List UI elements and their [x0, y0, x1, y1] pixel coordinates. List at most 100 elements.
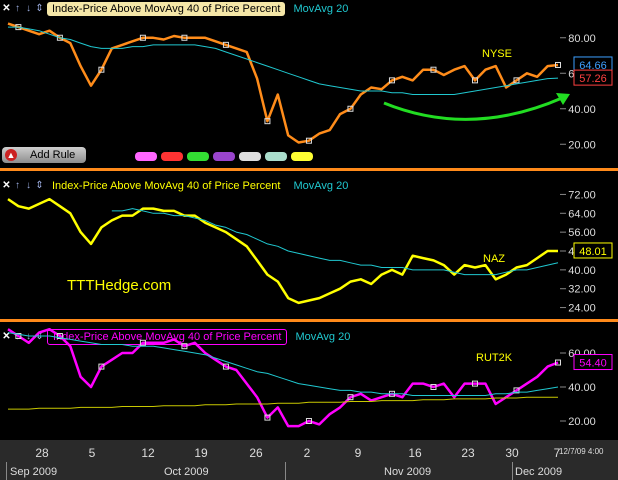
data-point-marker: [513, 77, 520, 84]
arrow-up-icon[interactable]: ↑: [15, 180, 20, 191]
x-tick-label: 16: [408, 446, 422, 460]
x-month-label: Sep 2009: [10, 466, 58, 478]
data-point-marker: [264, 118, 271, 125]
data-point-marker: [98, 363, 105, 370]
y-tick-label: 24.00: [568, 303, 596, 315]
data-point-marker: [305, 418, 312, 424]
last-value-label: 48.01: [579, 246, 607, 258]
y-tick-label: 56.00: [568, 227, 596, 239]
close-icon[interactable]: ✕: [2, 331, 11, 342]
data-point-marker: [513, 387, 520, 394]
color-swatch[interactable]: [265, 152, 287, 161]
x-tick-label: 9: [354, 446, 362, 460]
x-month-label: Nov 2009: [384, 466, 432, 478]
moving-average-line: [7, 332, 559, 396]
symbol-label: NYSE: [482, 48, 512, 60]
close-icon[interactable]: ✕: [2, 180, 11, 191]
data-point-marker: [471, 77, 478, 84]
data-point-marker: [430, 66, 437, 73]
rut2k-series-line: [7, 327, 559, 428]
y-tick-label: 80.00: [568, 33, 596, 45]
add-rule-button[interactable]: ▲ Add Rule: [2, 147, 86, 163]
arrow-up-icon[interactable]: ↑: [15, 3, 20, 14]
x-axis: [0, 440, 618, 480]
x-tick-label: 26: [249, 446, 263, 460]
y-tick-label: 40.00: [568, 265, 596, 277]
y-tick-label: 40.00: [568, 104, 596, 116]
add-rule-label: Add Rule: [30, 149, 76, 161]
data-point-marker: [388, 77, 395, 84]
arrow-down-icon[interactable]: ↓: [26, 3, 31, 14]
panel-divider[interactable]: [0, 168, 618, 171]
ma-value-label-box: [573, 69, 613, 86]
last-value-label: 54.40: [579, 358, 607, 370]
panel-divider[interactable]: [0, 319, 618, 322]
trend-arrow: [383, 96, 563, 121]
moving-average-label: MovAvg 20: [293, 179, 349, 192]
data-point-marker: [347, 105, 354, 112]
data-point-marker: [555, 359, 561, 366]
data-point-marker: [222, 363, 229, 370]
data-point-marker: [139, 339, 146, 346]
panel-naz-header: ✕ ↑ ↓ ⇕ Index-Price Above MovAvg 40 of P…: [0, 177, 348, 194]
data-point-marker: [181, 34, 188, 41]
y-tick-label: 40.00: [568, 382, 596, 394]
x-month-label: Dec 2009: [515, 466, 563, 478]
y-tick-label: 20.00: [568, 139, 596, 151]
panel-rut2k-header: ✕ ↑ ↓ ⇕ Index-Price Above MovAvg 40 of P…: [0, 328, 350, 345]
moving-average-line: [111, 208, 559, 276]
x-tick-label: 23: [461, 446, 475, 460]
last-value-label: 64.66: [579, 60, 607, 72]
x-tick-label: 19: [194, 446, 208, 460]
expand-icon[interactable]: ⇕: [35, 3, 44, 14]
add-rule-icon: ▲: [5, 149, 17, 161]
panel-nyse: ✕ ↑ ↓ ⇕ Index-Price Above MovAvg 40 of P…: [0, 0, 618, 168]
month-divider: [285, 462, 286, 480]
timestamp: 12/7/09 4:00: [559, 447, 604, 456]
color-swatch[interactable]: [135, 152, 157, 161]
x-tick-label: 7: [553, 446, 561, 460]
close-icon[interactable]: ✕: [2, 3, 11, 14]
x-month-label: Oct 2009: [164, 466, 209, 478]
y-tick-label: 64.00: [568, 208, 596, 220]
symbol-label: RUT2K: [476, 352, 513, 364]
data-point-marker: [305, 137, 312, 144]
month-divider: [6, 462, 7, 480]
panel-rut2k: ✕ ↑ ↓ ⇕ Index-Price Above MovAvg 40 of P…: [0, 322, 618, 440]
color-swatch[interactable]: [291, 152, 313, 161]
data-point-marker: [222, 41, 229, 48]
color-swatch[interactable]: [239, 152, 261, 161]
color-swatch[interactable]: [187, 152, 209, 161]
moving-average-label: MovAvg 20: [293, 2, 349, 15]
long-average-line: [8, 396, 558, 410]
data-point-marker: [471, 380, 478, 387]
indicator-label[interactable]: Index-Price Above MovAvg 40 of Price Per…: [52, 179, 281, 192]
indicator-label[interactable]: Index-Price Above MovAvg 40 of Price Per…: [47, 1, 286, 16]
x-tick-label: 12: [141, 446, 155, 460]
data-point-marker: [98, 66, 105, 73]
x-tick-label: 2: [303, 446, 311, 460]
last-value-label-box: [573, 242, 613, 259]
symbol-label: NAZ: [483, 253, 505, 265]
y-tick-label: 32.00: [568, 284, 596, 296]
expand-icon[interactable]: ⇕: [35, 180, 44, 191]
arrow-down-icon[interactable]: ↓: [26, 331, 31, 342]
data-point-marker: [555, 61, 561, 68]
x-tick-label: 5: [88, 446, 96, 460]
data-point-marker: [56, 333, 63, 339]
data-point-marker: [15, 333, 22, 339]
y-tick-label: 72.00: [568, 189, 596, 201]
x-tick-label: 28: [35, 446, 49, 460]
watermark: TTTHedge.com: [67, 277, 172, 294]
data-point-marker: [181, 343, 188, 350]
data-point-marker: [347, 394, 354, 401]
last-value-label-box: [573, 354, 613, 371]
color-swatch[interactable]: [213, 152, 235, 161]
arrow-down-icon[interactable]: ↓: [26, 180, 31, 191]
x-tick-label: 30: [505, 446, 519, 460]
color-swatch[interactable]: [161, 152, 183, 161]
panel-nyse-header: ✕ ↑ ↓ ⇕ Index-Price Above MovAvg 40 of P…: [0, 0, 348, 17]
